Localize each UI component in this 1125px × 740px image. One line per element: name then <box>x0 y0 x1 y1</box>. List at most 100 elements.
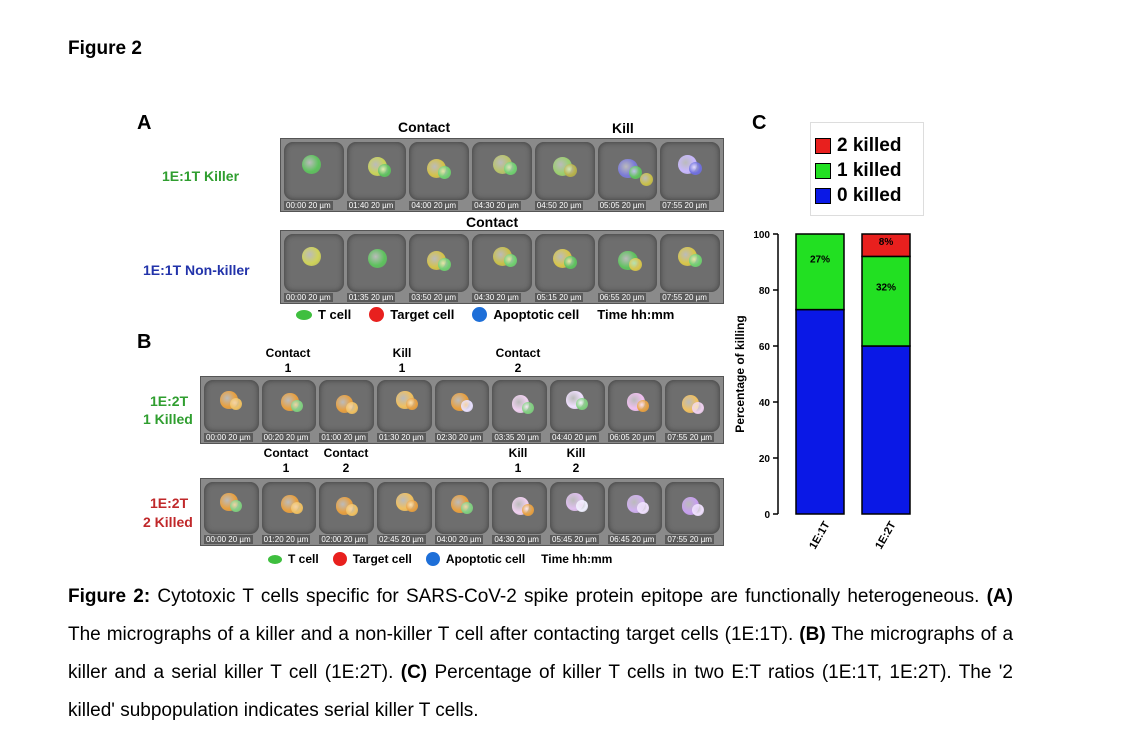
cell-blob <box>576 499 589 512</box>
data-label: 8% <box>879 237 894 248</box>
cell-blob <box>367 248 387 268</box>
panel-a-row1-label: 1E:1T Killer <box>162 168 240 184</box>
x-tick-label: 1E:1T <box>807 519 833 551</box>
caption-text-3: The micrographs of a killer and a serial… <box>68 624 1014 683</box>
data-label: 27% <box>810 255 830 266</box>
cell-blob <box>688 161 703 175</box>
timestamp: 01:30 20 µm <box>377 433 426 442</box>
cell-blob <box>301 154 321 174</box>
caption-text-2: The micrographs of a killer and a non-ki… <box>68 624 800 645</box>
cell-blob <box>345 401 358 414</box>
chart-legend: 2 killed 1 killed 0 killed <box>810 122 924 216</box>
panel-b-row1-event: Contact 2 <box>488 346 548 376</box>
micrograph-frame <box>607 482 663 534</box>
event-number: 2 <box>514 361 522 375</box>
timestamp: 01:00 20 µm <box>319 433 368 442</box>
event-name: Contact <box>495 346 541 360</box>
y-tick-label: 40 <box>759 398 771 409</box>
timestamp: 03:35 20 µm <box>492 433 541 442</box>
micrograph-frame <box>550 380 605 432</box>
label-line: 1E:2T <box>150 393 189 409</box>
apoptotic-cell-icon <box>425 552 440 566</box>
micrograph-frame <box>472 234 532 292</box>
panel-a-letter: A <box>137 112 152 134</box>
cell-blob <box>406 397 419 410</box>
event-number: 1 <box>282 461 290 475</box>
swatch-0-killed <box>815 188 831 204</box>
event-name: Contact <box>323 446 369 460</box>
micrograph-frame <box>492 482 547 534</box>
event-number: 2 <box>342 461 350 475</box>
timestamp: 02:30 20 µm <box>434 433 484 442</box>
legend-label: 1 killed <box>837 160 902 181</box>
cell-blob <box>460 501 473 514</box>
micrograph-frame <box>377 380 432 432</box>
bar-segment <box>861 345 911 515</box>
legend-time: Time hh:mm <box>597 307 675 322</box>
legend-target-cell: Target cell <box>352 552 412 566</box>
figure-title: Figure 2 <box>68 38 142 59</box>
micrograph-frame <box>492 380 547 432</box>
panel-a-row2-micrograph-strip: 00:00 20 µm 01:35 20 µm 03:50 20 µm 04:30 2… <box>280 230 724 304</box>
swatch-1-killed <box>815 163 831 179</box>
micrograph-frame <box>284 234 344 292</box>
timestamp: 00:00 20 µm <box>284 293 333 302</box>
legend-apoptotic-cell: Apoptotic cell <box>493 307 580 322</box>
timestamp: 03:50 20 µm <box>409 293 459 302</box>
micrograph-frame <box>319 482 374 534</box>
panel-a-row1-event-contact: Contact <box>398 119 451 135</box>
panel-a-row2-event-contact: Contact <box>466 214 519 230</box>
timestamp: 06:45 20 µm <box>607 535 657 544</box>
apoptotic-cell-icon <box>472 307 488 322</box>
cell-blob <box>438 257 452 271</box>
timestamp: 00:00 20 µm <box>284 201 333 210</box>
cell-blob <box>406 499 419 512</box>
y-tick-label: 0 <box>764 510 770 521</box>
legend-target-cell: Target cell <box>390 307 455 322</box>
panel-b-row2-micrograph-strip: 00:00 20 µm 01:20 20 µm 02:00 20 µm 02:45 2… <box>200 478 724 546</box>
panel-b-row1-label-2: 1 Killed <box>143 411 193 427</box>
micrograph-frame <box>377 482 432 534</box>
micrograph-frame <box>409 234 470 292</box>
timestamp: 04:30 20 µm <box>472 201 521 210</box>
cell-blob <box>639 172 654 186</box>
y-tick-label: 60 <box>759 342 771 353</box>
event-number: 1 <box>398 361 406 375</box>
cell-blob <box>563 163 577 177</box>
timestamp: 06:55 20 µm <box>597 293 647 302</box>
timestamp: 04:30 20 µm <box>492 535 541 544</box>
cell-blob <box>230 397 243 410</box>
micrograph-frame <box>204 482 259 534</box>
chart-legend-item: 1 killed <box>815 160 923 182</box>
panel-b-row2-event: Kill 2 <box>546 446 606 476</box>
micrograph-frame <box>204 380 259 432</box>
cell-blob <box>503 161 517 175</box>
legend-label: 2 killed <box>837 135 902 156</box>
timestamp: 02:45 20 µm <box>377 535 426 544</box>
timestamp: 02:00 20 µm <box>319 535 368 544</box>
cell-blob <box>503 253 517 267</box>
legend-t-cell: T cell <box>288 552 319 566</box>
y-tick-label: 20 <box>759 454 771 465</box>
cell-blob <box>691 401 704 414</box>
micrograph-frame <box>660 142 720 200</box>
timestamp: 05:15 20 µm <box>534 293 584 302</box>
timestamp: 05:45 20 µm <box>550 535 599 544</box>
legend-apoptotic-cell: Apoptotic cell <box>445 552 526 566</box>
caption-label: Figure 2: <box>68 586 151 607</box>
chart-legend-item: 2 killed <box>815 135 923 157</box>
event-name: Contact <box>265 346 311 360</box>
panel-b-letter: B <box>137 331 152 353</box>
cell-blob <box>576 397 589 410</box>
cell-blob <box>629 257 643 271</box>
bar-segment <box>795 233 845 311</box>
y-axis-label: Percentage of killing <box>733 315 747 432</box>
panel-a-row1-event-kill: Kill <box>612 120 634 136</box>
target-cell-icon <box>369 307 385 322</box>
caption-ref-c: (C) <box>400 662 428 683</box>
micrograph-frame <box>597 234 658 292</box>
micrograph-frame <box>346 234 407 292</box>
cell-blob <box>290 399 303 412</box>
t-cell-icon <box>296 309 312 320</box>
micrograph-frame <box>665 380 720 432</box>
